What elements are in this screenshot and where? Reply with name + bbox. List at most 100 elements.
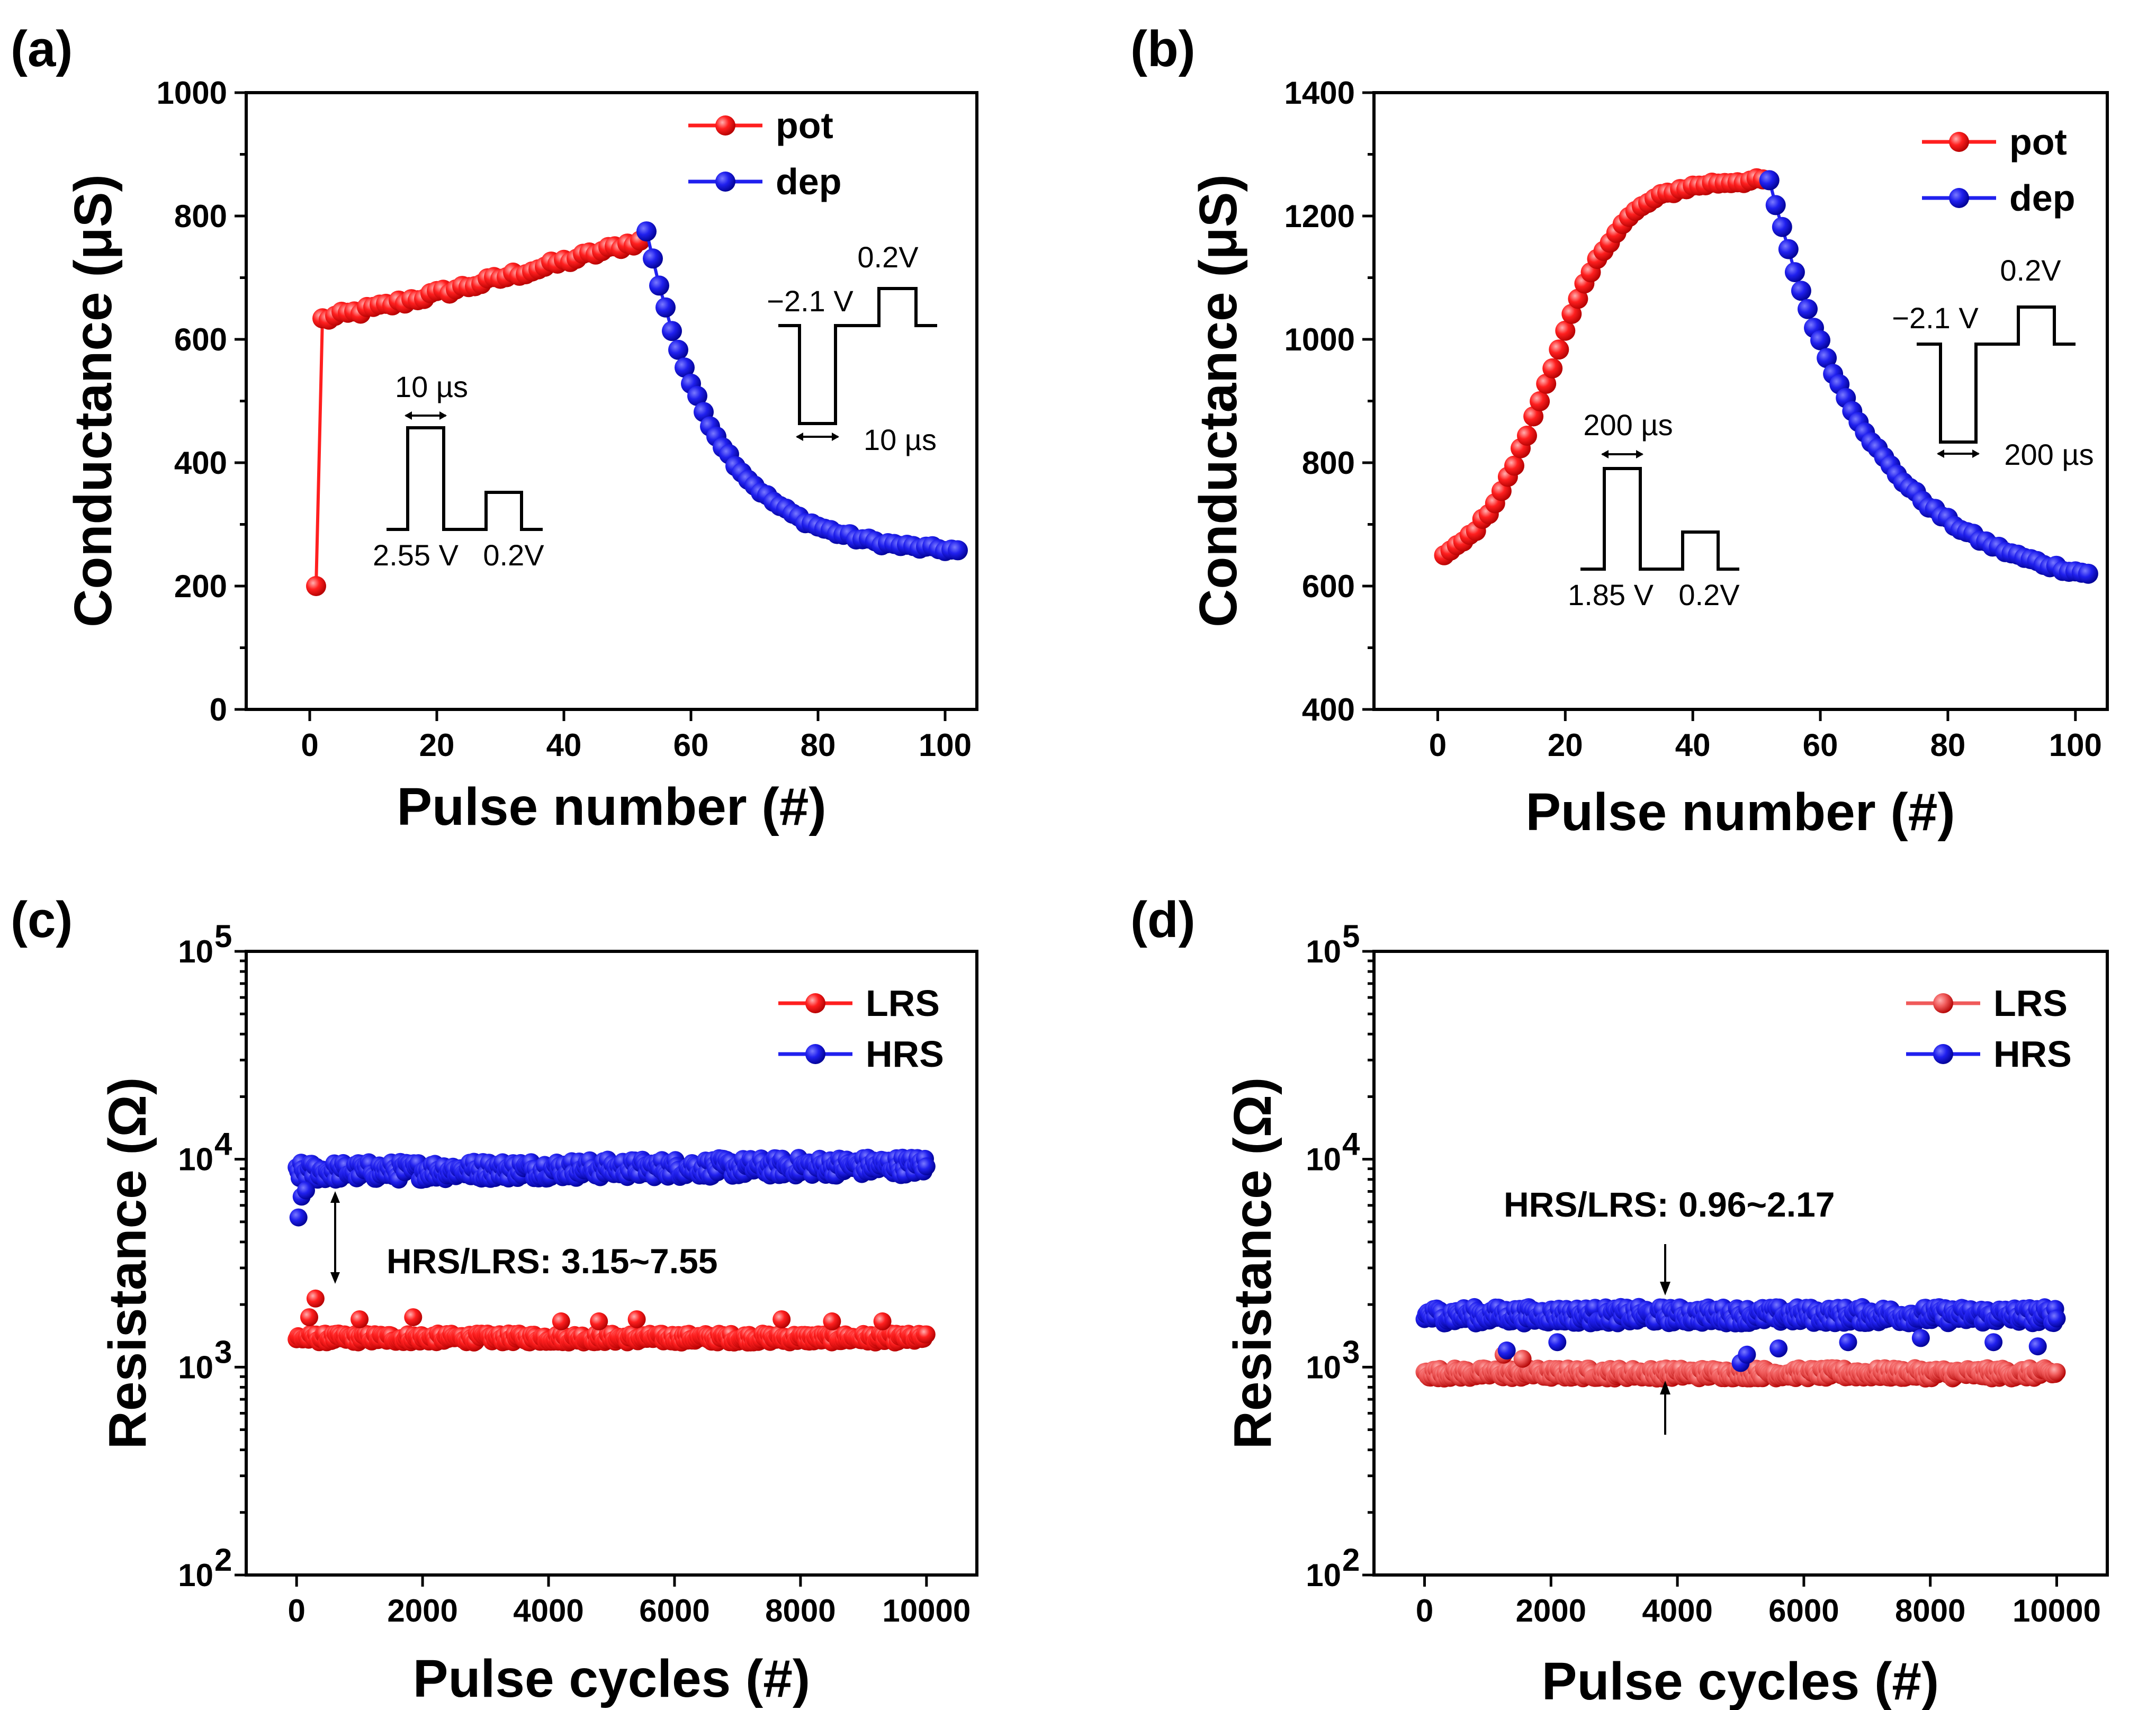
data-point-LRS xyxy=(627,1310,646,1328)
y-tick-label: 800 xyxy=(174,199,227,234)
legend-marker-HRS xyxy=(1933,1044,1953,1064)
ratio-annotation-c: HRS/LRS: 3.15~7.55 xyxy=(330,1191,717,1284)
data-point-HRS xyxy=(1839,1333,1857,1352)
data-point-dep xyxy=(668,339,688,360)
panel-label-a: (a) xyxy=(11,21,73,77)
y-axis-label-a: Conductance (μS) xyxy=(64,174,123,627)
legend-label-pot: pot xyxy=(2009,121,2067,163)
data-point-dep xyxy=(675,357,695,378)
x-axis-label-d: Pulse cycles (#) xyxy=(1542,1652,1939,1710)
y-tick-label: 10 xyxy=(178,1349,213,1385)
y-tick-label: 10 xyxy=(178,934,213,969)
data-point-LRS xyxy=(772,1310,791,1328)
data-point-dep xyxy=(1817,348,1837,368)
y-tick-exponent: 4 xyxy=(1342,1127,1360,1162)
data-point-dep xyxy=(1772,217,1792,237)
x-tick-label: 4000 xyxy=(1642,1593,1712,1628)
data-point-LRS xyxy=(590,1312,608,1330)
y-tick-label: 800 xyxy=(1302,445,1355,481)
x-tick-label: 100 xyxy=(2049,727,2102,763)
data-point-pot xyxy=(1542,358,1563,379)
axes-ticks-b: 0 20 40 60 80 100 400 600 800 1000 1200 1400 xyxy=(1284,75,2102,763)
data-point-pot xyxy=(306,576,326,596)
legend-marker-LRS xyxy=(805,993,825,1013)
x-tick-label: 0 xyxy=(1429,727,1447,763)
data-point-pot xyxy=(1561,304,1582,324)
plot-frame-a xyxy=(245,91,978,711)
plot-data-b xyxy=(1434,168,2098,584)
data-point-pot xyxy=(1549,339,1569,360)
x-tick-label: 100 xyxy=(919,727,972,763)
x-tick-label: 10000 xyxy=(2013,1593,2101,1628)
data-point-LRS xyxy=(351,1310,369,1328)
y-tick-label: 400 xyxy=(174,445,227,481)
data-point-HRS xyxy=(1497,1341,1516,1360)
y-tick-label: 600 xyxy=(174,322,227,357)
data-point-dep xyxy=(655,297,676,318)
plot-frame-c xyxy=(245,950,978,1577)
x-tick-label: 60 xyxy=(673,727,709,763)
legend-label-LRS: LRS xyxy=(866,983,940,1024)
data-point-pot xyxy=(1530,391,1550,411)
y-tick-exponent: 4 xyxy=(214,1127,232,1162)
data-point-pot xyxy=(1555,320,1576,341)
data-point-dep xyxy=(649,275,669,296)
data-point-dep xyxy=(1784,262,1805,283)
y-axis-label-c: Resistance (Ω) xyxy=(98,1077,157,1450)
legend-marker-dep xyxy=(715,172,735,192)
data-point-dep xyxy=(662,321,682,341)
data-point-LRS xyxy=(404,1308,423,1327)
data-point-HRS xyxy=(1548,1333,1567,1352)
pulse-inset-potentiation-a: 10 µs 2.55 V 0.2V xyxy=(373,370,544,572)
hrs-lrs-ratio-label: HRS/LRS: 0.96~2.17 xyxy=(1504,1185,1835,1224)
pulse-width-label: 200 µs xyxy=(2004,438,2094,471)
x-tick-label: 80 xyxy=(1930,727,1966,763)
y-tick-label: 10 xyxy=(178,1558,213,1593)
data-point-LRS xyxy=(823,1312,841,1330)
legend-d: LRS HRS xyxy=(1906,983,2072,1075)
panel-b: (b) 0 20 40 60 80 100 400 600 800 1000 1200 1400 Pu… xyxy=(1130,21,2109,842)
pulse-width-label: 10 µs xyxy=(395,370,468,403)
x-tick-label: 8000 xyxy=(765,1593,836,1628)
pulse-width-label: 10 µs xyxy=(864,423,937,456)
y-axis-label-b: Conductance (μS) xyxy=(1189,174,1248,627)
plot-frame-b xyxy=(1372,91,2109,711)
y-tick-label: 10 xyxy=(1306,1558,1341,1593)
y-tick-label: 1400 xyxy=(1284,75,1355,111)
data-point-dep xyxy=(2078,563,2098,584)
data-point-dep xyxy=(948,540,968,561)
legend-b: pot dep xyxy=(1922,121,2075,219)
x-tick-label: 20 xyxy=(419,727,455,763)
x-tick-label: 80 xyxy=(801,727,836,763)
x-tick-label: 60 xyxy=(1803,727,1838,763)
data-point-LRS xyxy=(552,1312,570,1330)
legend-label-dep: dep xyxy=(776,161,841,202)
pulse-width-label: 200 µs xyxy=(1583,408,1673,442)
legend-label-HRS: HRS xyxy=(1993,1033,2072,1075)
data-point-pot xyxy=(1536,373,1557,394)
panel-label-b: (b) xyxy=(1130,21,1196,77)
read-voltage-label: 0.2V xyxy=(2000,254,2061,287)
pulse-inset-potentiation-b: 200 µs 1.85 V 0.2V xyxy=(1568,408,1740,611)
data-point-HRS xyxy=(297,1181,315,1200)
data-point-dep xyxy=(1798,299,1818,319)
pulse-amplitude-label: −2.1 V xyxy=(1892,301,1979,335)
data-point-pot xyxy=(1504,455,1524,476)
legend-marker-pot xyxy=(1949,132,1969,152)
legend-c: LRS HRS xyxy=(778,983,944,1075)
legend-label-pot: pot xyxy=(776,105,833,146)
x-axis-label-a: Pulse number (#) xyxy=(397,777,826,836)
pulse-amplitude-label: −2.1 V xyxy=(767,284,854,318)
x-tick-label: 6000 xyxy=(639,1593,709,1628)
x-tick-label: 4000 xyxy=(513,1593,583,1628)
y-tick-label: 10 xyxy=(1306,1142,1341,1177)
y-tick-label: 0 xyxy=(210,692,227,727)
data-point-HRS xyxy=(1769,1339,1788,1357)
data-point-LRS xyxy=(917,1325,936,1344)
data-point-HRS xyxy=(917,1157,936,1176)
